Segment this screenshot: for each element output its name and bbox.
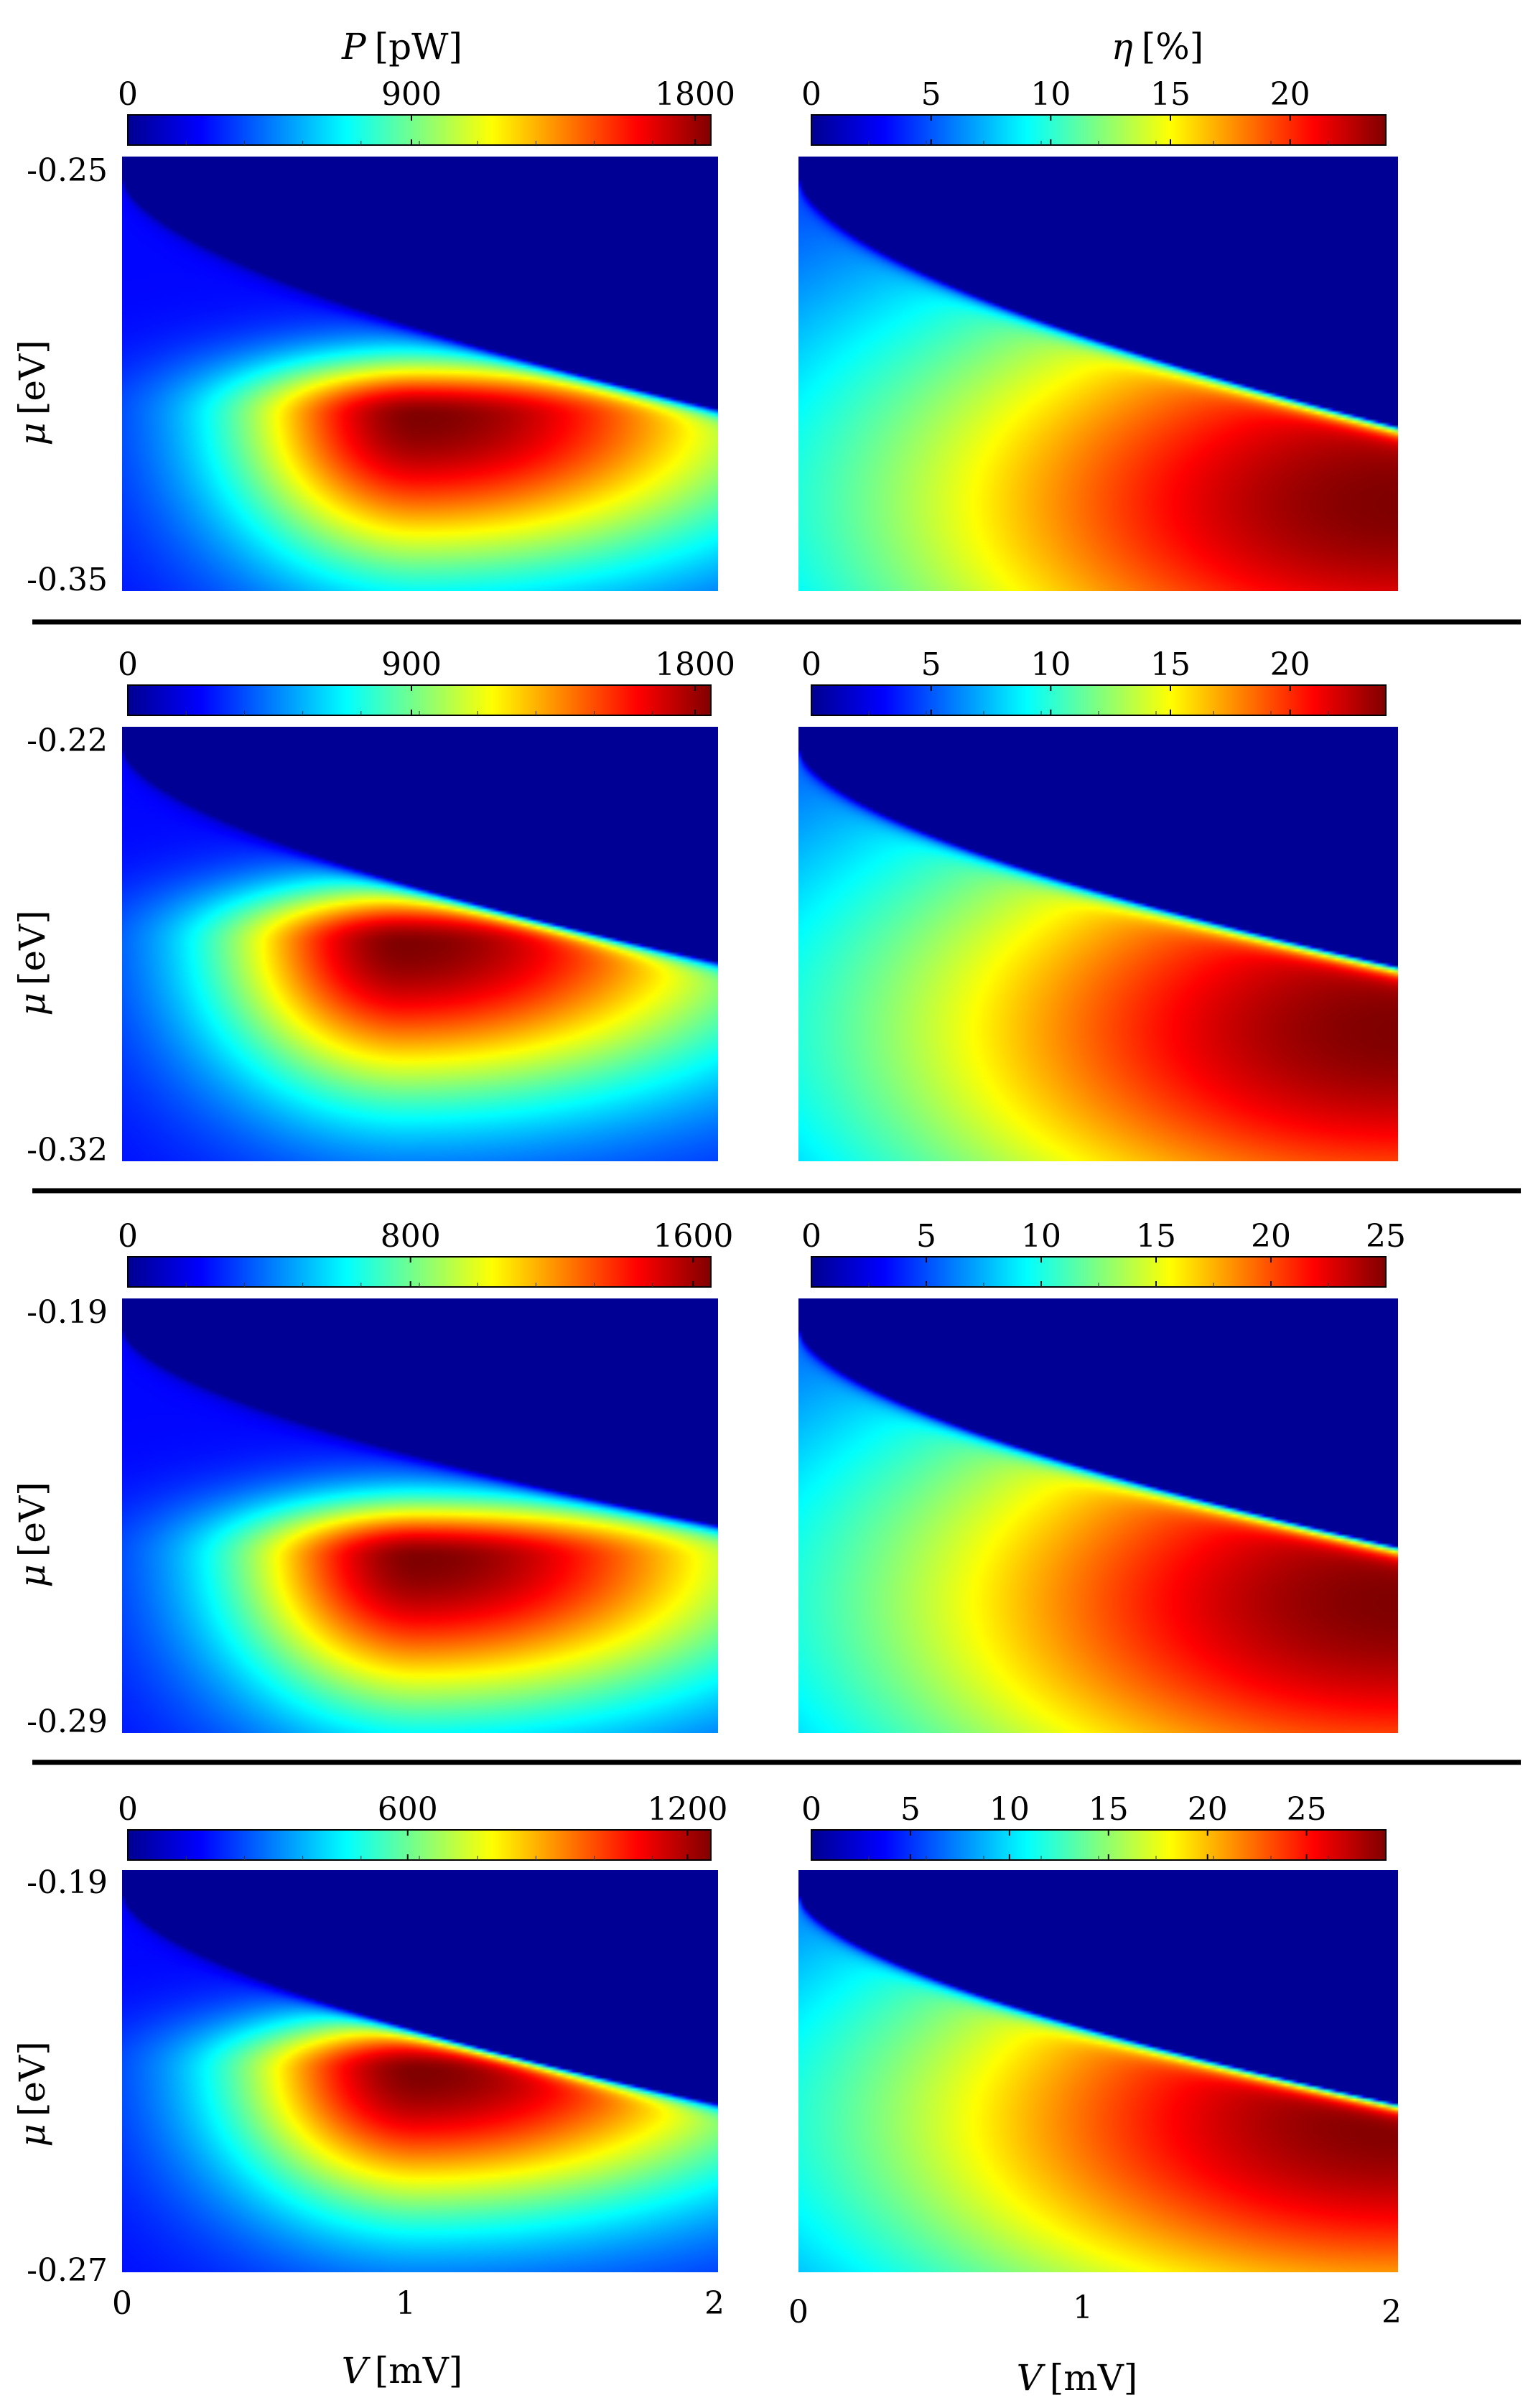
y-tick-label: -0.19	[27, 1864, 108, 1901]
colorbar-tick-label: 5	[900, 1791, 921, 1828]
colorbar-tick-label: 25	[1287, 1791, 1327, 1828]
heatmap	[122, 727, 718, 1161]
y-tick-label: -0.22	[27, 722, 108, 759]
colorbar	[127, 684, 712, 716]
y-axis-title: μ[eV]	[11, 910, 53, 1015]
y-tick-label: -0.35	[27, 562, 108, 598]
colorbar-tick-label: 5	[916, 1218, 936, 1255]
colorbar-tick-label: 1200	[648, 1791, 728, 1828]
colorbar	[811, 1256, 1387, 1288]
y-tick-label: -0.29	[27, 1703, 108, 1740]
y-axis-title: μ[eV]	[11, 1482, 53, 1587]
colorbar	[127, 114, 712, 146]
colorbar-tick-label: 15	[1150, 646, 1191, 683]
colorbar-tick-label: 800	[381, 1218, 441, 1255]
colorbar-tick-label: 15	[1136, 1218, 1176, 1255]
colorbar-tick-label: 5	[921, 646, 941, 683]
right-column-title: η [%]	[1112, 26, 1204, 68]
colorbar-tick-label: 10	[1030, 646, 1071, 683]
x-tick-label: 0	[788, 2294, 809, 2330]
colorbar-tick-label: 0	[118, 646, 138, 683]
y-tick-label: -0.27	[27, 2252, 108, 2289]
colorbar-tick-label: 0	[801, 646, 821, 683]
colorbar-tick-label: 600	[378, 1791, 438, 1828]
colorbar-tick-label: 900	[381, 76, 442, 113]
heatmap	[798, 1298, 1398, 1733]
colorbar-tick-label: 0	[801, 1791, 821, 1828]
y-tick-label: -0.32	[27, 1132, 108, 1168]
x-tick-label: 1	[396, 2285, 416, 2322]
colorbar	[811, 684, 1387, 716]
colorbar	[127, 1829, 712, 1861]
x-tick-label: 1	[1073, 2290, 1093, 2326]
colorbar-tick-label: 0	[801, 1218, 821, 1255]
colorbar-tick-label: 20	[1251, 1218, 1291, 1255]
colorbar-tick-label: 5	[921, 76, 941, 113]
heatmap	[122, 1870, 718, 2272]
colorbar-tick-label: 10	[1030, 76, 1071, 113]
colorbar-tick-label: 0	[801, 76, 821, 113]
colorbar-tick-label: 0	[118, 1791, 138, 1828]
colorbar	[127, 1256, 712, 1288]
colorbar-tick-label: 1800	[655, 76, 735, 113]
heatmap	[798, 1870, 1398, 2272]
x-axis-title: V [mV]	[342, 2350, 463, 2391]
y-axis-title: μ[eV]	[11, 2041, 53, 2147]
colorbar-tick-label: 0	[118, 76, 138, 113]
colorbar-tick-label: 15	[1089, 1791, 1129, 1828]
colorbar-tick-label: 15	[1150, 76, 1191, 113]
heatmap	[798, 727, 1398, 1161]
x-axis-title: V [mV]	[1017, 2357, 1138, 2399]
colorbar-tick-label: 10	[1021, 1218, 1061, 1255]
colorbar-tick-label: 20	[1188, 1791, 1228, 1828]
x-tick-label: 2	[704, 2285, 725, 2322]
colorbar-tick-label: 0	[118, 1218, 138, 1255]
colorbar-tick-label: 10	[989, 1791, 1030, 1828]
left-column-title: P [pW]	[341, 26, 462, 68]
y-tick-label: -0.19	[27, 1294, 108, 1331]
colorbar	[811, 1829, 1387, 1861]
panels: 0 900 1800 -0.25 -0.35 μ[eV] 0 5 10 15 20 0 900 1800 -…	[11, 76, 1406, 2289]
colorbar-tick-label: 1800	[655, 646, 735, 683]
heatmap	[122, 1298, 718, 1733]
colorbar	[811, 114, 1387, 146]
colorbar-tick-label: 25	[1366, 1218, 1406, 1255]
heatmap	[798, 157, 1398, 591]
x-tick-label: 2	[1382, 2294, 1402, 2330]
colorbar-tick-label: 1600	[653, 1218, 733, 1255]
colorbar-tick-label: 20	[1270, 646, 1310, 683]
colorbar-tick-label: 900	[381, 646, 442, 683]
colorbar-tick-label: 20	[1270, 76, 1310, 113]
y-axis-title: μ[eV]	[11, 340, 53, 445]
heatmap	[122, 157, 718, 591]
x-tick-label: 0	[112, 2285, 132, 2322]
y-tick-label: -0.25	[27, 152, 108, 189]
